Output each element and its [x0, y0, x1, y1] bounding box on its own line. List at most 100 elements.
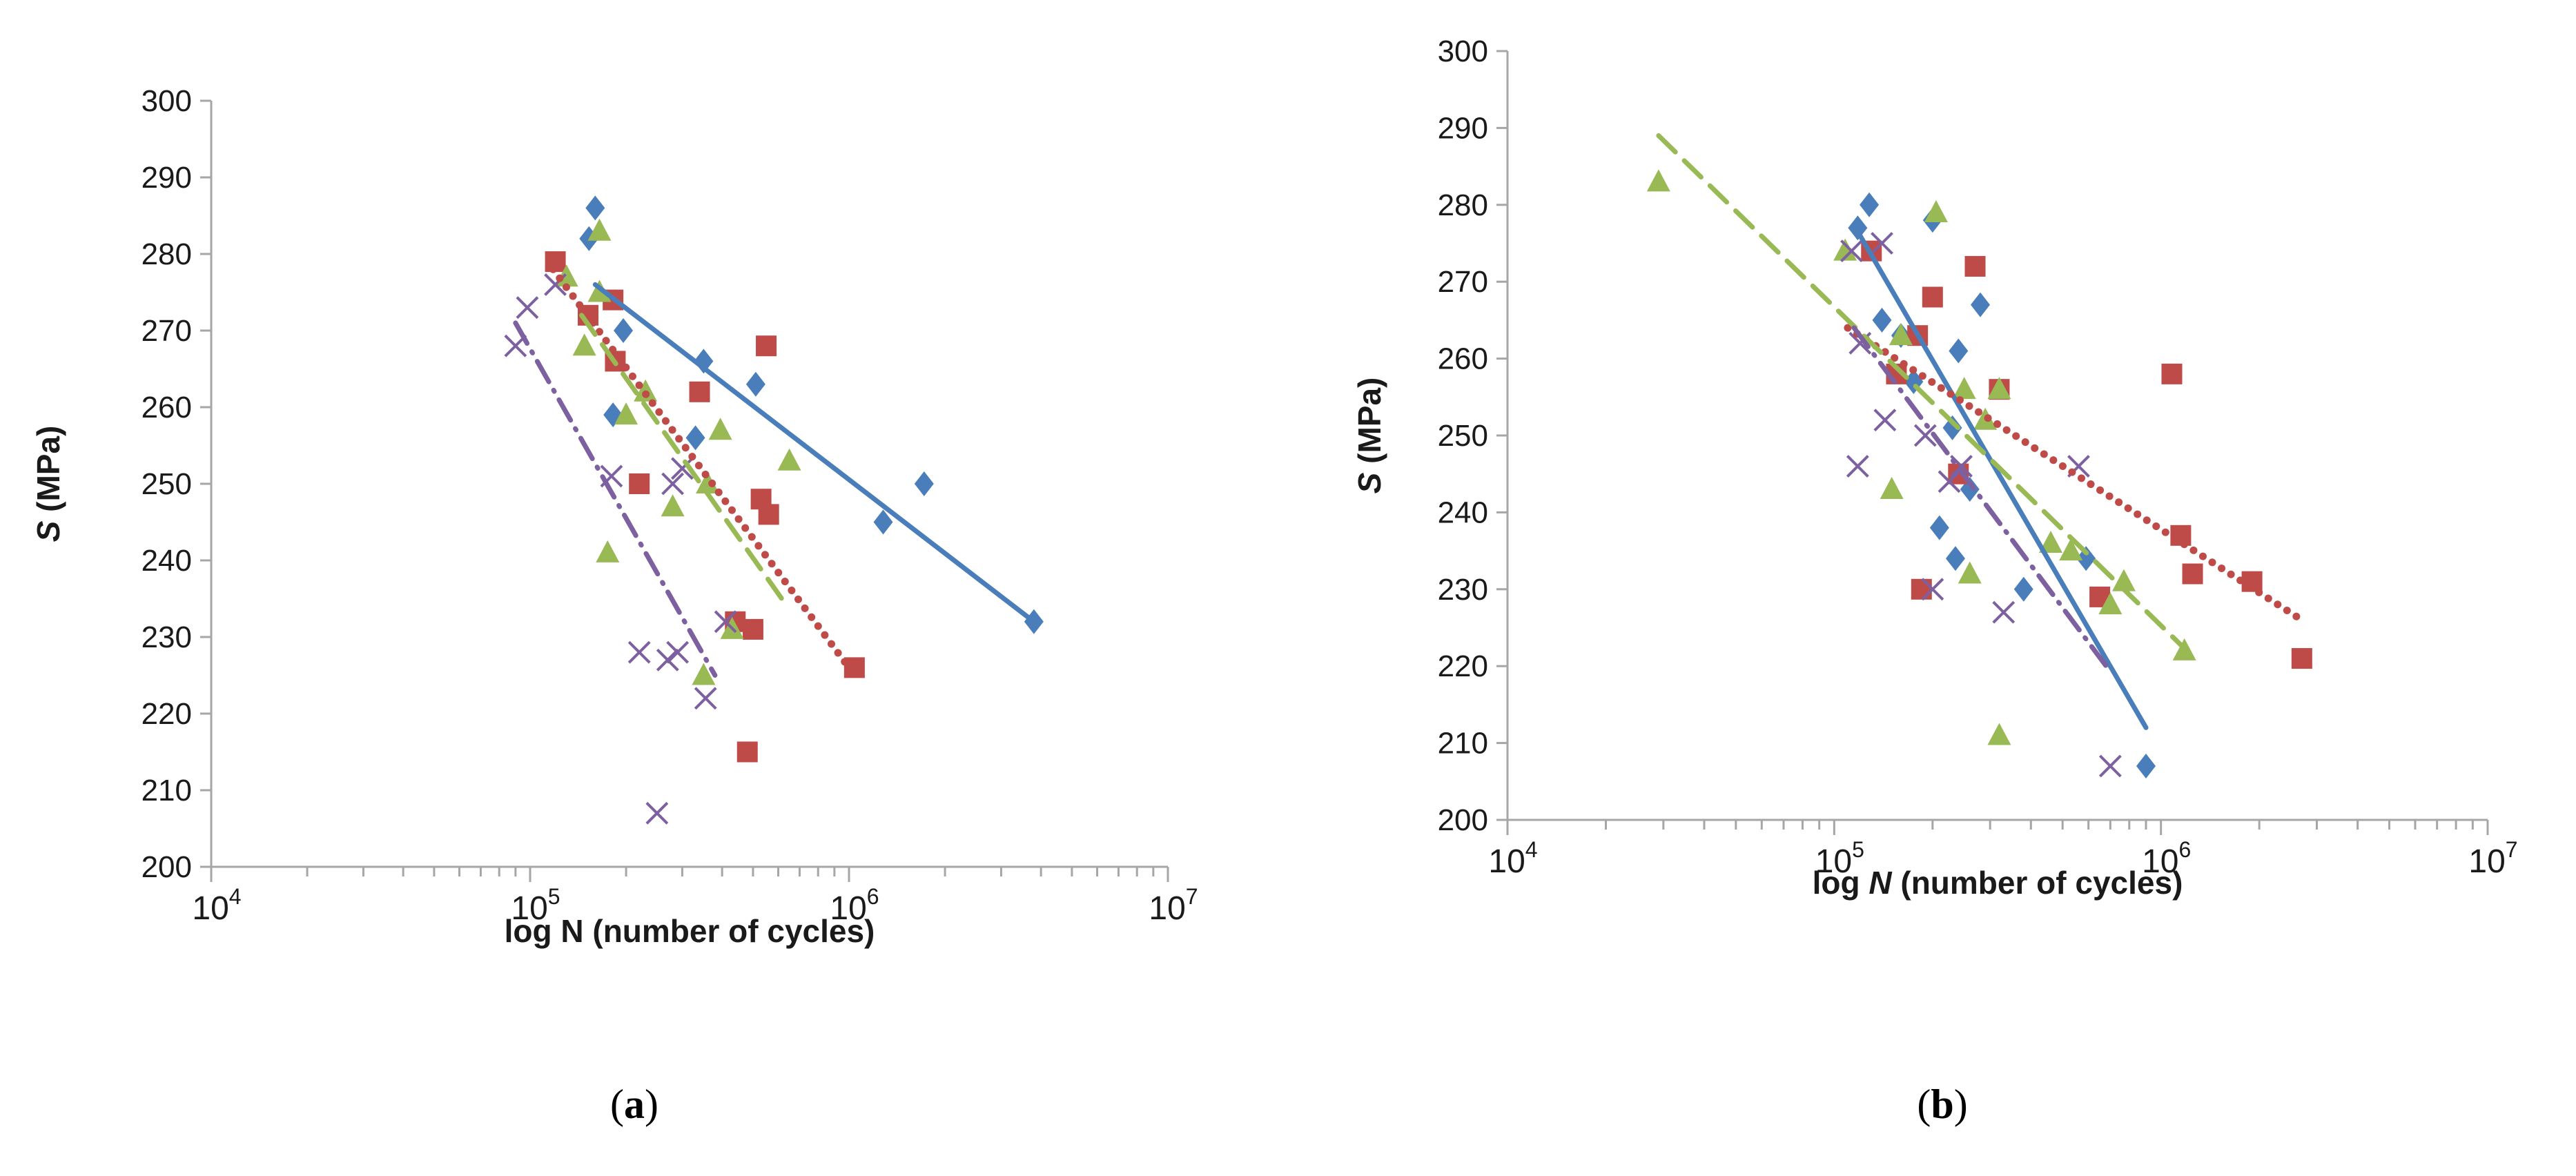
data-point-triangle [2039, 530, 2063, 553]
data-point-diamond [685, 425, 705, 451]
trend-line-series-4 [1851, 325, 2109, 669]
data-point-diamond [2013, 576, 2033, 602]
x-tick-label: 107 [2468, 837, 2517, 880]
data-point-cross [656, 648, 679, 672]
data-point-cross [1840, 239, 1863, 263]
data-point-diamond [1949, 338, 1969, 364]
data-point-cross [1871, 232, 1893, 255]
data-point-triangle [708, 418, 732, 440]
y-tick-label: 250 [142, 467, 192, 501]
y-tick-label: 250 [1438, 419, 1488, 453]
data-point-cross [1846, 455, 1869, 478]
panel-label: (b) [1917, 1081, 1967, 1127]
data-point-cross [516, 296, 539, 320]
y-tick-label: 260 [142, 391, 192, 424]
y-tick-label: 270 [1438, 265, 1488, 299]
data-point-diamond [1942, 415, 1962, 440]
data-point-square [758, 504, 779, 525]
data-point-cross [1873, 409, 1897, 432]
data-point-square [2291, 648, 2312, 669]
series-4 [1840, 232, 2122, 778]
data-point-triangle [1880, 476, 1904, 499]
data-point-cross [627, 640, 651, 664]
y-tick-label: 300 [1438, 35, 1488, 68]
data-point-diamond [1860, 192, 1880, 217]
data-point-triangle [696, 471, 720, 493]
data-point-square [1911, 578, 1932, 600]
data-point-triangle [1958, 561, 1982, 584]
trend-line-series-1 [1857, 233, 2149, 730]
data-point-diamond [694, 349, 714, 374]
data-point-triangle [587, 218, 612, 241]
data-point-triangle [1952, 377, 1976, 400]
y-tick-label: 240 [142, 544, 192, 578]
trend-line-series-4 [513, 320, 718, 678]
data-point-triangle [1889, 323, 1913, 346]
data-point-diamond [914, 471, 934, 496]
trend-line-series-3 [1656, 133, 2189, 654]
data-point-cross [645, 801, 669, 825]
y-tick-label: 200 [142, 850, 192, 884]
data-point-square [742, 618, 763, 640]
y-tick-label: 230 [1438, 573, 1488, 607]
data-point-cross [1992, 600, 2016, 624]
data-point-triangle [661, 494, 685, 517]
y-axis-title: S (MPa) [30, 426, 66, 542]
y-tick-label: 210 [1438, 727, 1488, 761]
data-point-cross [1938, 470, 1961, 493]
y-tick-label: 230 [142, 620, 192, 654]
data-point-triangle [2098, 592, 2123, 615]
data-point-cross [661, 472, 685, 496]
y-tick-label: 260 [1438, 342, 1488, 376]
y-tick-label: 220 [1438, 649, 1488, 683]
data-point-diamond [1929, 515, 1949, 540]
panel-label: (a) [610, 1081, 658, 1127]
data-point-diamond [614, 318, 634, 343]
trend-line-series-2 [1844, 324, 2306, 624]
data-point-diamond [745, 371, 765, 397]
data-point-triangle [1924, 199, 1948, 222]
y-tick-label: 240 [1438, 496, 1488, 529]
data-point-cross [714, 610, 737, 634]
trend-line-series-3 [579, 313, 790, 609]
data-point-square [1964, 255, 1986, 277]
data-point-triangle [1833, 238, 1857, 261]
data-point-triangle [614, 402, 638, 425]
y-tick-label: 290 [1438, 111, 1488, 145]
y-tick-label: 280 [142, 237, 192, 271]
data-point-diamond [2076, 546, 2096, 571]
y-tick-label: 280 [1438, 188, 1488, 222]
data-point-square [629, 473, 650, 494]
data-point-triangle [572, 333, 596, 356]
data-point-square [2182, 563, 2203, 585]
trend-line-series-1 [592, 282, 1037, 625]
x-tick-label: 105 [1815, 837, 1864, 880]
series-3 [1646, 169, 2196, 745]
data-point-diamond [873, 509, 893, 535]
data-point-diamond [1848, 215, 1868, 241]
x-tick-label: 104 [1488, 837, 1537, 880]
x-axis-title: log N (number of cycles) [505, 913, 875, 949]
series-2 [1861, 240, 2312, 669]
trend-line-series-2 [549, 265, 853, 672]
y-tick-label: 270 [142, 314, 192, 348]
data-point-cross [694, 687, 717, 710]
data-point-square [1922, 286, 1943, 308]
x-tick-label: 106 [2142, 837, 2191, 880]
data-point-cross [1921, 578, 1944, 601]
data-point-cross [2098, 754, 2122, 778]
data-point-cross [671, 457, 694, 480]
y-tick-label: 220 [142, 697, 192, 731]
data-point-diamond [1970, 292, 1990, 317]
x-axis-title: log N (number of cycles) [1813, 865, 2183, 901]
x-tick-label: 107 [1149, 884, 1198, 927]
data-point-cross [666, 640, 690, 664]
data-point-square [756, 335, 777, 357]
x-tick-label: 106 [830, 884, 879, 927]
series-3 [554, 218, 801, 685]
y-tick-label: 300 [142, 84, 192, 118]
y-tick-label: 290 [142, 161, 192, 195]
y-tick-label: 210 [142, 774, 192, 807]
x-tick-label: 105 [511, 884, 560, 927]
